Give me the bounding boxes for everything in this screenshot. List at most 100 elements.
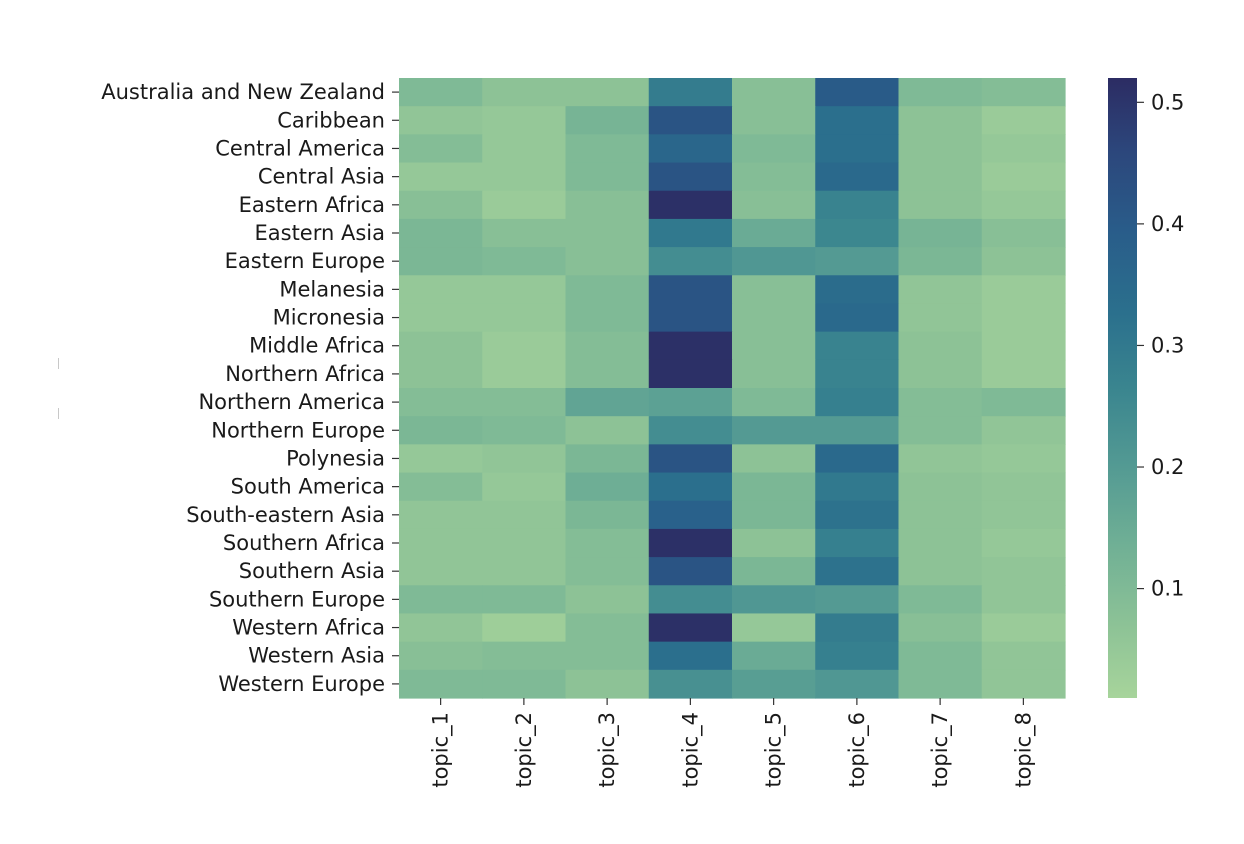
heatmap-cell [399, 472, 483, 502]
heatmap-cell [565, 500, 650, 530]
heatmap-cell [482, 275, 567, 305]
heatmap-cell [732, 247, 816, 276]
heatmap-cell [565, 528, 650, 558]
heatmap-cell [981, 247, 1066, 276]
x-tick-label: topic_3 [595, 712, 620, 788]
heatmap-cell [732, 641, 816, 671]
heatmap-cell [815, 472, 900, 502]
heatmap-cell [981, 585, 1066, 615]
y-tick-label: Caribbean [277, 108, 385, 132]
heatmap-cell [981, 190, 1066, 220]
heatmap-cell [399, 557, 483, 586]
heatmap-cell [981, 613, 1066, 643]
heatmap-cell [981, 359, 1066, 389]
heatmap-cell [565, 359, 650, 389]
y-tick-label: Eastern Asia [255, 221, 386, 245]
heatmap-cell [898, 416, 983, 445]
heatmap-cell [648, 472, 733, 502]
heatmap-cell [815, 444, 900, 474]
heatmap-cell [732, 359, 816, 389]
heatmap-cell [399, 444, 483, 474]
y-tick-label: Australia and New Zealand [101, 80, 385, 104]
x-tick-label: topic_7 [928, 712, 953, 788]
heatmap-cell [732, 444, 816, 474]
heatmap-cell [898, 669, 983, 699]
heatmap-cell [815, 134, 900, 164]
heatmap-cell [648, 585, 733, 615]
heatmap-cell [565, 78, 650, 107]
heatmap-cell [732, 303, 816, 333]
heatmap-cell [815, 331, 900, 361]
heatmap-cell [482, 585, 567, 615]
heatmap-cell [399, 303, 483, 333]
heatmap-cell [648, 613, 733, 643]
heatmap-cell [732, 388, 816, 417]
y-tick-label: Northern America [198, 390, 385, 414]
heatmap-cell [981, 134, 1066, 164]
heatmap-cell [648, 500, 733, 530]
heatmap-cell [815, 416, 900, 445]
heatmap-cell [399, 134, 483, 164]
heatmap-cell [732, 134, 816, 164]
heatmap-cell [981, 218, 1066, 248]
heatmap-cell [399, 528, 483, 558]
heatmap-cell [648, 641, 733, 671]
heatmap-cell [565, 331, 650, 361]
y-tick-label: Western Asia [248, 644, 385, 668]
y-tick-label: Southern Asia [239, 559, 385, 583]
heatmap-cell [482, 134, 567, 164]
heatmap-cell [482, 416, 567, 445]
heatmap-cell [898, 218, 983, 248]
heatmap-cell [565, 275, 650, 305]
heatmap-cell [981, 106, 1066, 135]
heatmap-cell [482, 247, 567, 276]
heatmap-cell [898, 613, 983, 643]
heatmap-cell [981, 303, 1066, 333]
x-tick-label: topic_6 [845, 712, 870, 788]
heatmap-cell [898, 247, 983, 276]
heatmap-cell [399, 416, 483, 445]
stray-mark [58, 358, 59, 369]
heatmap-cell [981, 528, 1066, 558]
x-tick-label: topic_5 [762, 712, 787, 788]
heatmap-cell [732, 585, 816, 615]
heatmap-cell [482, 528, 567, 558]
heatmap-cell [898, 472, 983, 502]
stray-mark [58, 408, 59, 419]
heatmap-cell [732, 106, 816, 135]
y-tick-label: Micronesia [273, 306, 385, 330]
y-tick-label: Melanesia [279, 277, 385, 301]
heatmap-cell [732, 275, 816, 305]
heatmap-cell [815, 613, 900, 643]
heatmap-cell [815, 218, 900, 248]
heatmap-cell [648, 444, 733, 474]
heatmap-cell [898, 331, 983, 361]
heatmap-cell [482, 218, 567, 248]
heatmap-cell [399, 585, 483, 615]
heatmap-cell [399, 190, 483, 220]
heatmap-cell [898, 500, 983, 530]
y-tick-label: Eastern Europe [225, 249, 385, 273]
y-tick-label: Polynesia [286, 446, 385, 470]
heatmap-cell [898, 303, 983, 333]
heatmap-cell [565, 218, 650, 248]
heatmap-cell [898, 641, 983, 671]
heatmap-cell [565, 641, 650, 671]
heatmap-cell [648, 669, 733, 699]
heatmap-cell [898, 359, 983, 389]
y-axis: Australia and New Zealand Caribbean Centra… [101, 80, 399, 696]
heatmap-cell [648, 557, 733, 586]
heatmap-cell [482, 557, 567, 586]
heatmap-cell [981, 641, 1066, 671]
heatmap-cell [648, 275, 733, 305]
heatmap-cell [648, 134, 733, 164]
heatmap-cell [565, 585, 650, 615]
y-tick-label: Western Europe [218, 672, 385, 696]
y-tick-label: Southern Africa [223, 531, 385, 555]
heatmap-cell [815, 669, 900, 699]
heatmap-cell [981, 472, 1066, 502]
x-tick-label: topic_1 [429, 712, 454, 788]
heatmap-cell [482, 190, 567, 220]
heatmap-cell [648, 218, 733, 248]
